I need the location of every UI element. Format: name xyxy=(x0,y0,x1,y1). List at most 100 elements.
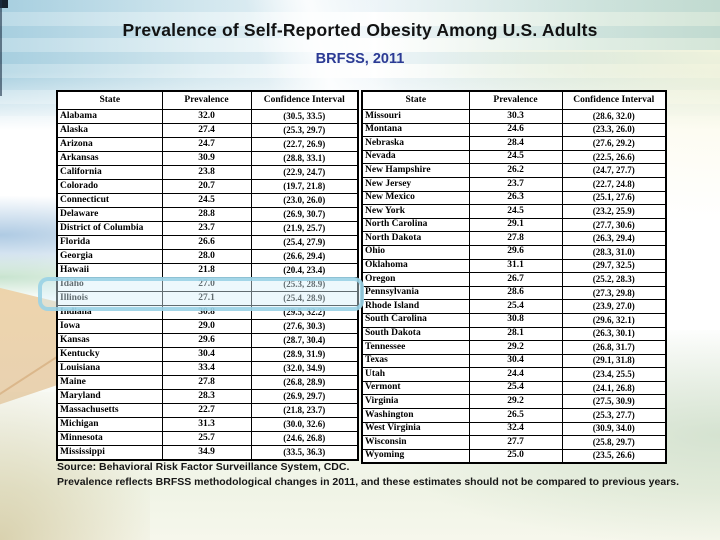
ci-cell: (19.7, 21.8) xyxy=(250,179,359,194)
table-row: Delaware 28.8 (26.9, 30.7) xyxy=(56,207,359,222)
table-row: Iowa 29.0 (27.6, 30.3) xyxy=(56,319,359,334)
prevalence-cell: 31.3 xyxy=(161,417,252,432)
ci-cell: (27.6, 30.3) xyxy=(250,319,359,334)
prevalence-cell: 28.4 xyxy=(468,136,563,151)
prevalence-header: Prevalence xyxy=(468,90,563,110)
table-row: North Dakota 27.8 (26.3, 29.4) xyxy=(361,231,667,246)
corner-mark xyxy=(0,0,8,8)
state-cell: Kentucky xyxy=(56,347,163,362)
source-text: Source: Behavioral Risk Factor Surveilla… xyxy=(57,461,350,473)
state-cell: New Jersey xyxy=(361,176,470,192)
state-header: State xyxy=(361,90,470,110)
prevalence-header: Prevalence xyxy=(161,90,252,110)
prevalence-cell: 27.4 xyxy=(161,123,252,138)
ci-cell: (29.1, 31.8) xyxy=(561,353,667,369)
ci-cell: (27.7, 30.6) xyxy=(561,217,667,233)
state-cell: Iowa xyxy=(56,319,163,334)
table-row: Wisconsin 27.7 (25.8, 29.7) xyxy=(361,435,667,450)
obesity-table-left: State Prevalence Confidence Interval Ala… xyxy=(56,90,359,461)
prevalence-cell: 32.0 xyxy=(161,109,252,124)
prevalence-cell: 23.7 xyxy=(161,221,252,236)
state-cell: South Dakota xyxy=(361,326,470,342)
ci-cell: (28.8, 33.1) xyxy=(250,151,359,166)
state-cell: Kansas xyxy=(56,333,163,348)
prevalence-cell: 27.7 xyxy=(468,435,563,450)
prevalence-cell: 29.0 xyxy=(161,319,252,334)
table-row: Oregon 26.7 (25.2, 28.3) xyxy=(361,272,667,287)
table-row: Georgia 28.0 (26.6, 29.4) xyxy=(56,249,359,264)
ci-cell: (28.7, 30.4) xyxy=(250,333,359,348)
ci-cell: (21.9, 25.7) xyxy=(250,221,359,236)
state-cell: Maine xyxy=(56,375,163,390)
prevalence-cell: 29.1 xyxy=(468,217,563,233)
prevalence-cell: 21.8 xyxy=(161,263,252,278)
ci-cell: (25.3, 29.7) xyxy=(250,123,359,138)
prevalence-cell: 28.0 xyxy=(161,249,252,264)
table-row: Washington 26.5 (25.3, 27.7) xyxy=(361,408,667,423)
footer: Source: Behavioral Risk Factor Surveilla… xyxy=(57,461,707,491)
prevalence-cell: 24.5 xyxy=(161,193,252,208)
ci-cell: (25.4, 27.9) xyxy=(250,235,359,250)
table-row: Minnesota 25.7 (24.6, 26.8) xyxy=(56,431,359,446)
prevalence-cell: 30.4 xyxy=(161,347,252,362)
header-row: State Prevalence Confidence Interval xyxy=(361,90,667,110)
ci-cell: (29.7, 32.5) xyxy=(561,258,667,274)
table-row: Arizona 24.7 (22.7, 26.9) xyxy=(56,137,359,152)
prevalence-cell: 30.9 xyxy=(161,151,252,166)
table-row: Vermont 25.4 (24.1, 26.8) xyxy=(361,380,667,396)
table-row: Virginia 29.2 (27.5, 30.9) xyxy=(361,394,667,410)
table-row: Wyoming 25.0 (23.5, 26.6) xyxy=(361,448,667,464)
table-row: New Hampshire 26.2 (24.7, 27.7) xyxy=(361,163,667,178)
prevalence-cell: 29.6 xyxy=(161,333,252,348)
prevalence-cell: 23.8 xyxy=(161,165,252,180)
slide-subtitle: BRFSS, 2011 xyxy=(315,51,405,67)
ci-cell: (24.6, 26.8) xyxy=(250,431,359,446)
table-row: Montana 24.6 (23.3, 26.0) xyxy=(361,122,667,138)
state-cell: Rhode Island xyxy=(361,299,470,314)
state-cell: Tennessee xyxy=(361,340,470,355)
table-row: West Virginia 32.4 (30.9, 34.0) xyxy=(361,421,667,437)
prevalence-cell: 29.2 xyxy=(468,394,563,410)
ci-cell: (26.6, 29.4) xyxy=(250,249,359,264)
table-row: Connecticut 24.5 (23.0, 26.0) xyxy=(56,193,359,208)
illinois-highlight-box xyxy=(38,277,364,311)
prevalence-cell: 25.4 xyxy=(468,380,563,396)
state-cell: Oregon xyxy=(361,272,470,287)
ci-cell: (27.5, 30.9) xyxy=(561,394,667,410)
state-cell: Alaska xyxy=(56,123,163,138)
ci-cell: (30.5, 33.5) xyxy=(250,109,359,124)
table-row: Oklahoma 31.1 (29.7, 32.5) xyxy=(361,258,667,274)
ci-cell: (26.3, 30.1) xyxy=(561,326,667,342)
ci-cell: (26.9, 30.7) xyxy=(250,207,359,222)
table-row: Texas 30.4 (29.1, 31.8) xyxy=(361,353,667,369)
state-cell: California xyxy=(56,165,163,180)
prevalence-cell: 28.1 xyxy=(468,326,563,342)
table-row: New Jersey 23.7 (22.7, 24.8) xyxy=(361,176,667,192)
state-cell: Arizona xyxy=(56,137,163,152)
ci-cell: (24.1, 26.8) xyxy=(561,380,667,396)
table-row: Colorado 20.7 (19.7, 21.8) xyxy=(56,179,359,194)
ci-cell: (33.5, 36.3) xyxy=(250,445,359,460)
ci-cell: (21.8, 23.7) xyxy=(250,403,359,418)
state-cell: Missouri xyxy=(361,109,470,124)
note-text: Prevalence reflects BRFSS methodological… xyxy=(57,475,680,488)
prevalence-cell: 32.4 xyxy=(468,421,563,437)
state-cell: Louisiana xyxy=(56,361,163,376)
table-row: Maryland 28.3 (26.9, 29.7) xyxy=(56,389,359,404)
state-cell: Massachusetts xyxy=(56,403,163,418)
ci-cell: (22.5, 26.6) xyxy=(561,149,667,165)
table-row: Utah 24.4 (23.4, 25.5) xyxy=(361,367,667,382)
ci-cell: (20.4, 23.4) xyxy=(250,263,359,278)
prevalence-cell: 27.8 xyxy=(161,375,252,390)
prevalence-cell: 30.3 xyxy=(468,109,563,124)
state-cell: Texas xyxy=(361,353,470,369)
table-row: Hawaii 21.8 (20.4, 23.4) xyxy=(56,263,359,278)
prevalence-cell: 33.4 xyxy=(161,361,252,376)
ci-cell: (23.9, 27.0) xyxy=(561,299,667,314)
ci-cell: (29.6, 32.1) xyxy=(561,312,667,328)
state-cell: Florida xyxy=(56,235,163,250)
prevalence-cell: 23.7 xyxy=(468,176,563,192)
left-edge-stripe xyxy=(0,0,2,96)
ci-cell: (23.5, 26.6) xyxy=(561,448,667,464)
